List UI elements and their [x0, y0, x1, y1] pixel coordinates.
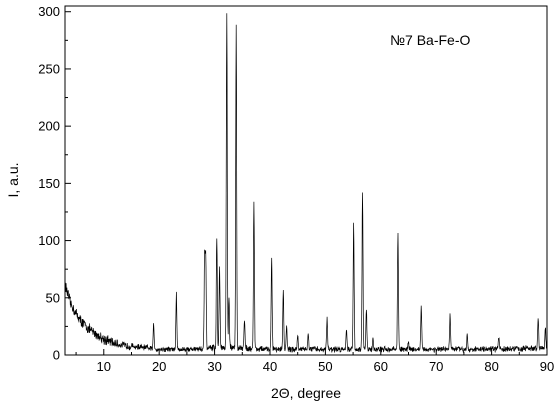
x-tick-label: 80	[484, 359, 498, 374]
x-tick-label: 40	[263, 359, 277, 374]
x-tick-label: 30	[207, 359, 221, 374]
plot-frame	[64, 5, 548, 356]
x-tick-label: 20	[152, 359, 166, 374]
y-tick-label: 50	[46, 290, 60, 305]
x-tick-label: 50	[318, 359, 332, 374]
y-tick-label: 200	[38, 119, 60, 134]
y-tick-label: 0	[53, 348, 60, 363]
xrd-pattern-line	[64, 13, 548, 354]
y-tick-label: 100	[38, 233, 60, 248]
sample-annotation: №7 Ba-Fe-O	[390, 32, 470, 48]
x-tick-label: 70	[429, 359, 443, 374]
x-tick-label: 10	[97, 359, 111, 374]
y-tick-label: 150	[38, 176, 60, 191]
x-tick-label: 60	[374, 359, 388, 374]
y-tick-label: 250	[38, 61, 60, 76]
y-tick-label: 300	[38, 4, 60, 19]
x-axis-label: 2Θ, degree	[271, 385, 341, 401]
y-axis-label: I, a.u.	[5, 162, 21, 197]
x-tick-label: 90	[540, 359, 554, 374]
